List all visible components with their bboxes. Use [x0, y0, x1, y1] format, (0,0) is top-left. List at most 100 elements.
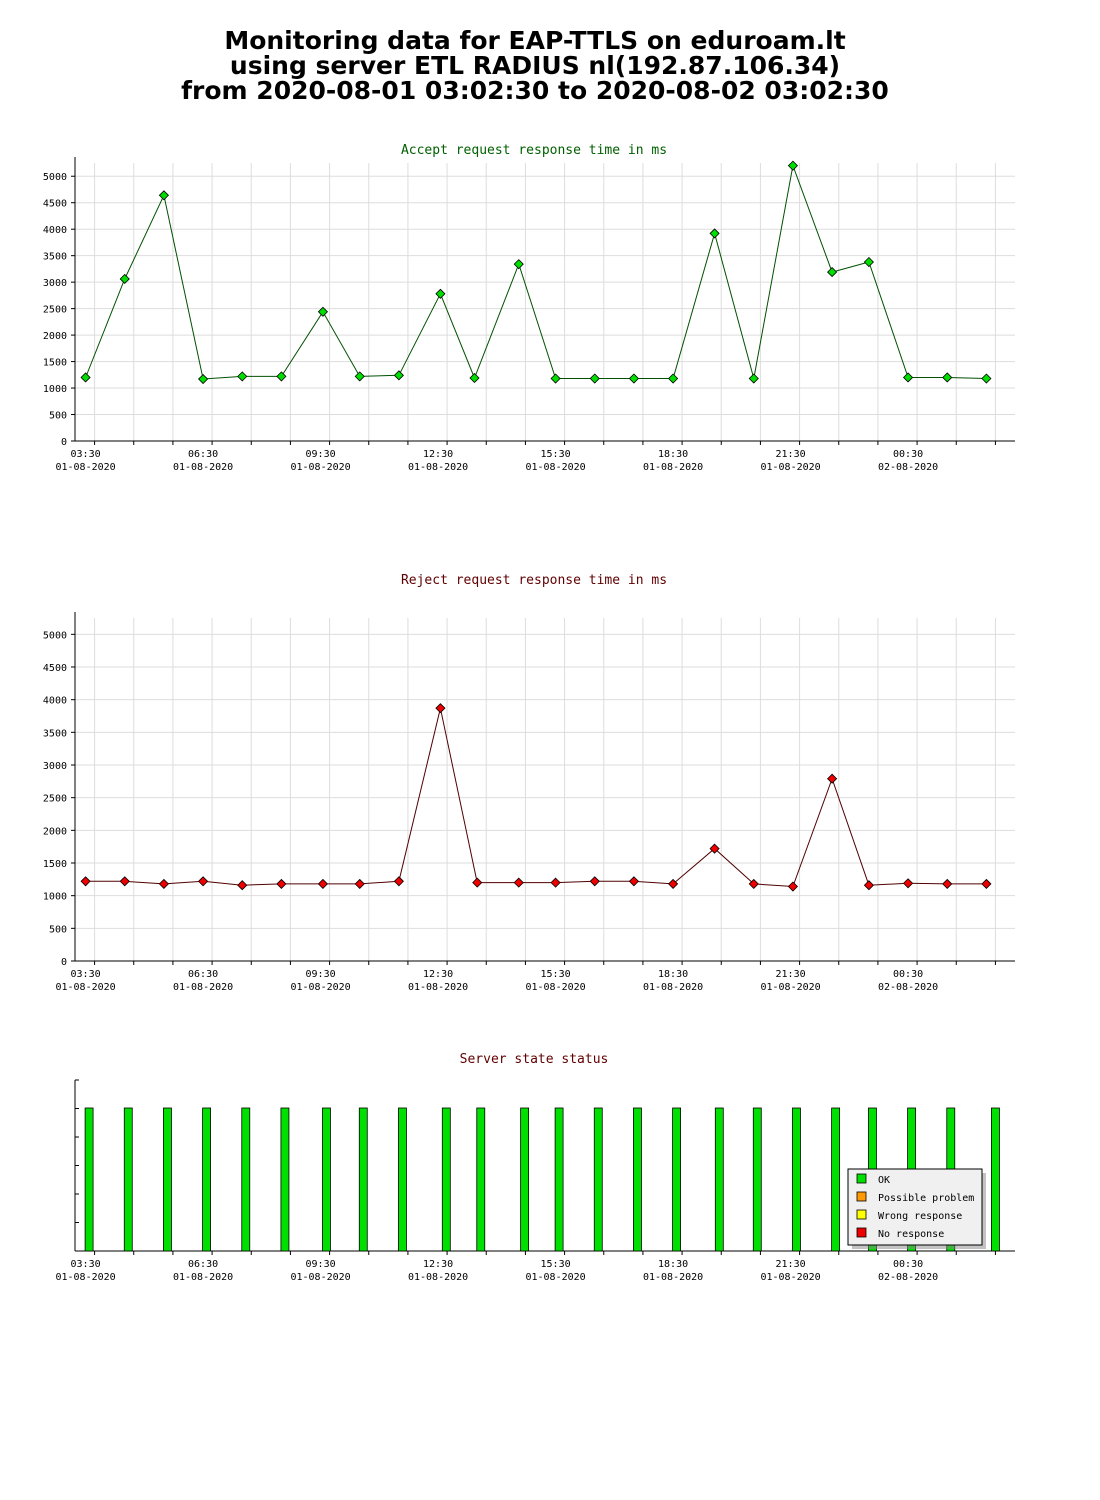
status-bar [714, 1107, 724, 1252]
reject-ytick-label: 5000 [43, 630, 67, 641]
reject-xtick-date: 01-08-2020 [290, 982, 350, 993]
legend-swatch [856, 1227, 867, 1238]
accept-data-point [709, 228, 720, 239]
reject-data-point [80, 876, 91, 887]
accept-xtick-time: 03:30 [71, 449, 101, 460]
status-bar [520, 1107, 530, 1252]
status-xtick-time: 06:30 [188, 1259, 218, 1270]
accept-data-point [80, 372, 91, 383]
reject-xtick-date: 01-08-2020 [525, 982, 585, 993]
status-bar [202, 1107, 212, 1252]
accept-xtick-time: 12:30 [423, 449, 453, 460]
status-bar [358, 1107, 368, 1252]
status-xtick-time: 09:30 [306, 1259, 336, 1270]
status-xtick-time: 18:30 [658, 1259, 688, 1270]
accept-data-point [748, 373, 759, 384]
accept-xtick-time: 00:30 [893, 449, 923, 460]
status-xtick-time: 21:30 [776, 1259, 806, 1270]
accept-xtick-time: 09:30 [306, 449, 336, 460]
reject-data-point [354, 878, 365, 889]
status-xtick-date: 01-08-2020 [525, 1272, 585, 1283]
status-xtick-date: 01-08-2020 [290, 1272, 350, 1283]
accept-ytick-label: 4000 [43, 225, 67, 236]
reject-data-point [668, 878, 679, 889]
accept-response-chart: 0 500 1000 1500 2000 2500 3000 3500 4000 4500 5000… [43, 157, 1015, 473]
accept-ytick-label: 3500 [43, 252, 67, 263]
accept-data-point [354, 371, 365, 382]
reject-xtick-time: 09:30 [306, 969, 336, 980]
status-xtick-date: 01-08-2020 [173, 1272, 233, 1283]
reject-ytick-label: 3000 [43, 761, 67, 772]
status-legend: OK Possible problem Wrong response No respo… [847, 1168, 986, 1249]
status-bar [991, 1107, 1000, 1252]
status-bar [280, 1107, 290, 1252]
accept-data-point [237, 371, 248, 382]
status-bar [398, 1107, 407, 1252]
legend-box [847, 1168, 983, 1246]
reject-ytick-label: 1000 [43, 892, 67, 903]
reject-xtick-date: 01-08-2020 [643, 982, 703, 993]
accept-xtick-date: 01-08-2020 [525, 462, 585, 473]
accept-series-line [85, 163, 987, 380]
status-xtick-date: 01-08-2020 [408, 1272, 468, 1283]
status-bar [476, 1107, 486, 1252]
status-xtick-date: 02-08-2020 [878, 1272, 938, 1283]
accept-data-point [276, 371, 287, 382]
accept-data-point [981, 373, 992, 384]
status-bar [831, 1107, 841, 1252]
reject-ytick-label: 2500 [43, 794, 67, 805]
status-xtick-time: 03:30 [71, 1259, 101, 1270]
reject-data-point [628, 876, 639, 887]
reject-data-point [942, 878, 953, 889]
status-bar [792, 1107, 801, 1252]
reject-xtick-time: 12:30 [423, 969, 453, 980]
legend-swatch [856, 1173, 867, 1184]
reject-xtick-date: 01-08-2020 [760, 982, 820, 993]
reject-series-line [85, 708, 987, 888]
legend-label: Possible problem [878, 1193, 974, 1204]
reject-data-point [709, 843, 720, 854]
accept-xtick-date: 01-08-2020 [55, 462, 115, 473]
accept-ytick-label: 1000 [43, 384, 67, 395]
reject-data-point [863, 880, 874, 891]
reject-xtick-time: 15:30 [541, 969, 571, 980]
accept-xtick-date: 01-08-2020 [408, 462, 468, 473]
status-bar [554, 1107, 564, 1252]
accept-chart-title: Accept request response time in ms [401, 143, 667, 158]
status-xtick-date: 01-08-2020 [760, 1272, 820, 1283]
accept-data-point [863, 256, 874, 268]
legend-label: Wrong response [878, 1211, 962, 1222]
status-xtick-date: 01-08-2020 [55, 1272, 115, 1283]
accept-data-point [787, 160, 798, 171]
server-status-chart: 03:30 01-08-2020 06:30 01-08-2020 09:30 01-08… [55, 1079, 1015, 1283]
reject-data-point [748, 878, 759, 889]
status-bar [84, 1107, 94, 1252]
reject-data-point [472, 877, 483, 888]
status-bar [672, 1107, 681, 1252]
header-title-line-2: using server ETL RADIUS nl(192.87.106.34… [230, 51, 840, 80]
legend-label: No response [878, 1229, 944, 1240]
reject-xtick-time: 18:30 [658, 969, 688, 980]
accept-ytick-label: 2500 [43, 305, 67, 316]
reject-data-point [276, 878, 287, 889]
reject-data-point [589, 876, 600, 887]
reject-ytick-label: 1500 [43, 859, 67, 870]
accept-data-point [589, 373, 600, 384]
accept-data-point [393, 370, 404, 381]
accept-data-point [827, 267, 838, 278]
legend-swatch [856, 1209, 867, 1220]
reject-xtick-time: 03:30 [71, 969, 101, 980]
reject-data-point [787, 881, 798, 892]
status-chart-title: Server state status [460, 1052, 609, 1067]
accept-data-point [435, 288, 446, 299]
status-bar [123, 1107, 133, 1252]
status-bar [633, 1107, 642, 1252]
status-xtick-time: 12:30 [423, 1259, 453, 1270]
legend-label: OK [878, 1175, 890, 1186]
accept-ytick-label: 3000 [43, 278, 67, 289]
reject-xtick-time: 00:30 [893, 969, 923, 980]
reject-ytick-label: 2000 [43, 826, 67, 837]
status-bar [441, 1107, 451, 1252]
accept-data-point [942, 372, 953, 383]
